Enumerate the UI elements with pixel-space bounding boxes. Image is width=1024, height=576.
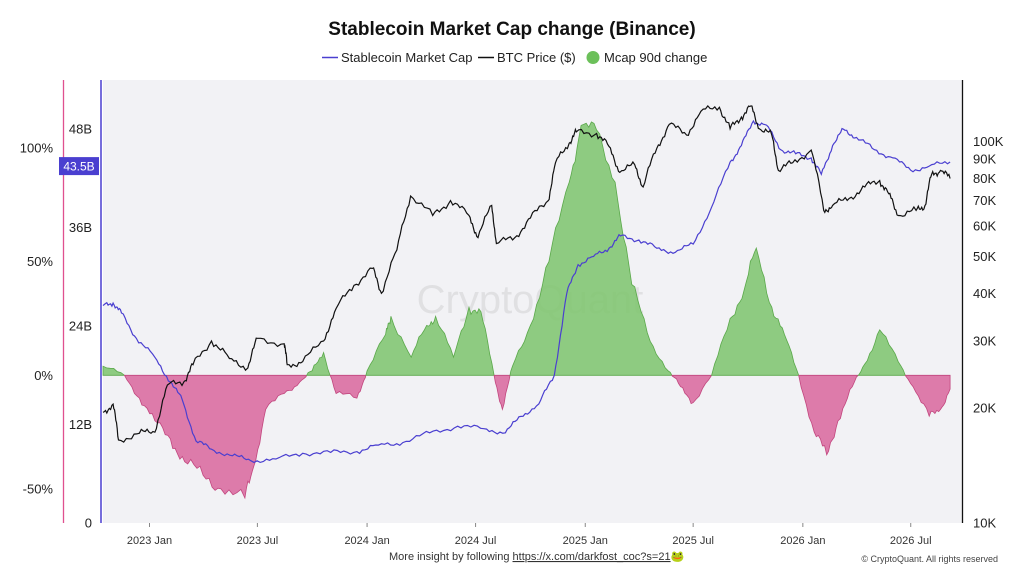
copyright: © CryptoQuant. All rights reserved [861,554,998,564]
change-area-negative [798,374,860,456]
pct-tick-label: 100% [20,141,54,156]
change-area-negative [123,374,308,500]
btc-tick-label: 70K [973,193,996,208]
btc-tick-label: 30K [973,334,996,349]
change-area-negative [493,374,511,411]
mcap-tick-label: 36B [69,220,92,235]
frog-emoji-icon: 🐸 [671,550,685,563]
change-area-positive [102,365,126,376]
series-lines [102,104,951,464]
legend: Stablecoin Market Cap BTC Price ($) Mcap… [322,50,707,65]
mcap-tick-label: 12B [69,417,92,432]
mcap-change-area [102,121,951,500]
axis-ticks: 100% 50% 0% -50% 48B 36B 24B 12B 0 100K 90K 80K 70K 6… [20,122,1004,547]
btc-tick-label: 20K [973,401,996,416]
change-area-positive [856,329,906,376]
change-area-negative [671,374,713,405]
mcap-tick-label: 48B [69,122,92,137]
change-area-positive [711,246,800,376]
btc-tick-label: 40K [973,286,996,301]
mcap-tick-label: 24B [69,319,92,334]
btc-tick-label: 60K [973,219,996,234]
x-tick-label: 2025 Jul [672,535,714,547]
legend-label-btc[interactable]: BTC Price ($) [497,50,576,65]
legend-swatch-change [586,51,600,64]
current-value-label: 43.5B [63,160,94,174]
btc-tick-label: 50K [973,249,996,264]
change-area-positive [365,305,495,376]
x-tick-label: 2026 Jan [780,535,825,547]
footer-prefix: More insight by following [389,551,513,563]
mcap-tick-label: 0 [85,516,92,531]
x-tick-label: 2023 Jan [127,535,172,547]
x-tick-label: 2024 Jul [455,535,497,547]
change-area-negative [904,374,951,418]
btc-tick-label: 90K [973,152,996,167]
change-area-negative [329,374,367,399]
footer-link[interactable]: https://x.com/darkfost_coc?s=21 [513,551,671,563]
btc-tick-label: 10K [973,516,996,531]
pct-tick-label: 50% [27,254,53,269]
x-tick-label: 2024 Jan [344,535,389,547]
legend-label-change[interactable]: Mcap 90d change [604,50,707,65]
chart-title: Stablecoin Market Cap change (Binance) [328,19,695,40]
btc-price-line [102,104,951,443]
current-value-badge: 43.5B [59,157,99,176]
change-area-positive [509,121,673,376]
current-value-badge-bg [59,157,99,176]
change-area-positive [306,351,331,376]
pct-tick-label: 0% [34,368,53,383]
legend-label-mcap[interactable]: Stablecoin Market Cap [341,50,473,65]
stablecoin-mcap-line [102,119,951,464]
footer-text: More insight by following https://x.com/… [389,550,685,563]
btc-tick-label: 80K [973,171,996,186]
x-tick-label: 2025 Jan [563,535,608,547]
btc-tick-label: 100K [973,134,1004,149]
x-tick-label: 2023 Jul [237,535,279,547]
pct-tick-label: -50% [23,481,54,496]
x-tick-label: 2026 Jul [890,535,932,547]
